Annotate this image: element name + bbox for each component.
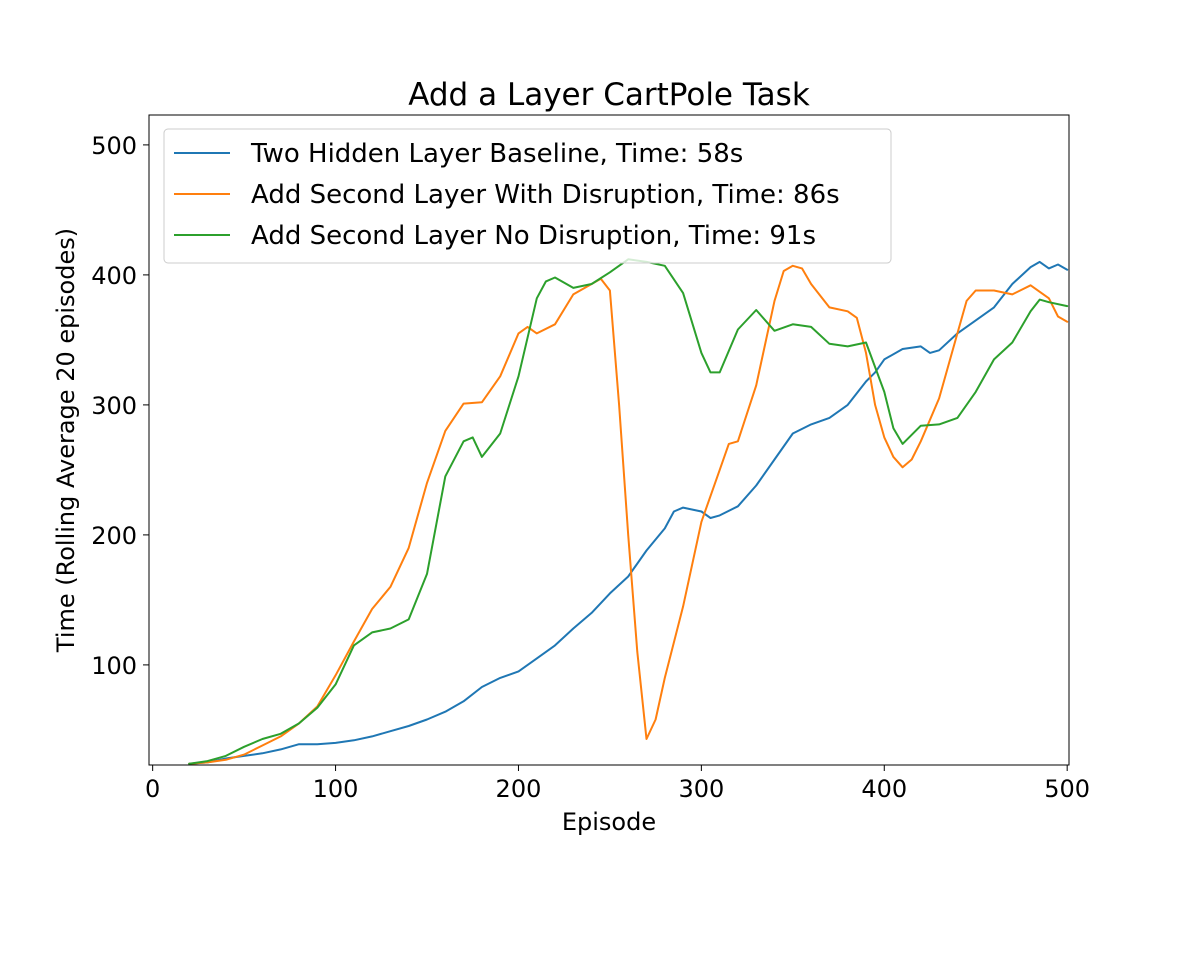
legend-box [163, 128, 892, 264]
y-axis-label: Time (Rolling Average 20 episodes) [52, 228, 80, 653]
plot-frame [148, 114, 1070, 766]
chart-title: Add a Layer CartPole Task [408, 77, 810, 113]
x-tick-label: 400 [861, 775, 907, 803]
legend-entry-label: Add Second Layer With Disruption, Time: … [251, 180, 840, 210]
series-layer [188, 258, 1069, 765]
legend-entry-label: Two Hidden Layer Baseline, Time: 58s [250, 139, 743, 169]
x-tick-label: 200 [496, 775, 542, 803]
x-tick-label: 0 [145, 775, 160, 803]
x-axis-label: Episode [562, 808, 656, 836]
series-line-1 [188, 260, 1069, 765]
x-tick-label: 300 [678, 775, 724, 803]
y-tick-label: 200 [91, 522, 137, 550]
y-tick-label: 100 [91, 652, 137, 680]
x-tick-label: 500 [1044, 775, 1090, 803]
y-tick-label: 400 [91, 262, 137, 290]
series-line-2 [188, 264, 1069, 765]
legend-entry-label: Add Second Layer No Disruption, Time: 91… [251, 221, 816, 251]
legend: Two Hidden Layer Baseline, Time: 58s Add … [163, 128, 892, 264]
y-axis: 100 200 300 400 500 [91, 132, 149, 680]
x-axis: 0 100 200 300 400 500 [145, 765, 1090, 803]
series-line-3 [188, 258, 1069, 765]
x-tick-label: 100 [313, 775, 359, 803]
y-tick-label: 500 [91, 132, 137, 160]
y-tick-label: 300 [91, 392, 137, 420]
